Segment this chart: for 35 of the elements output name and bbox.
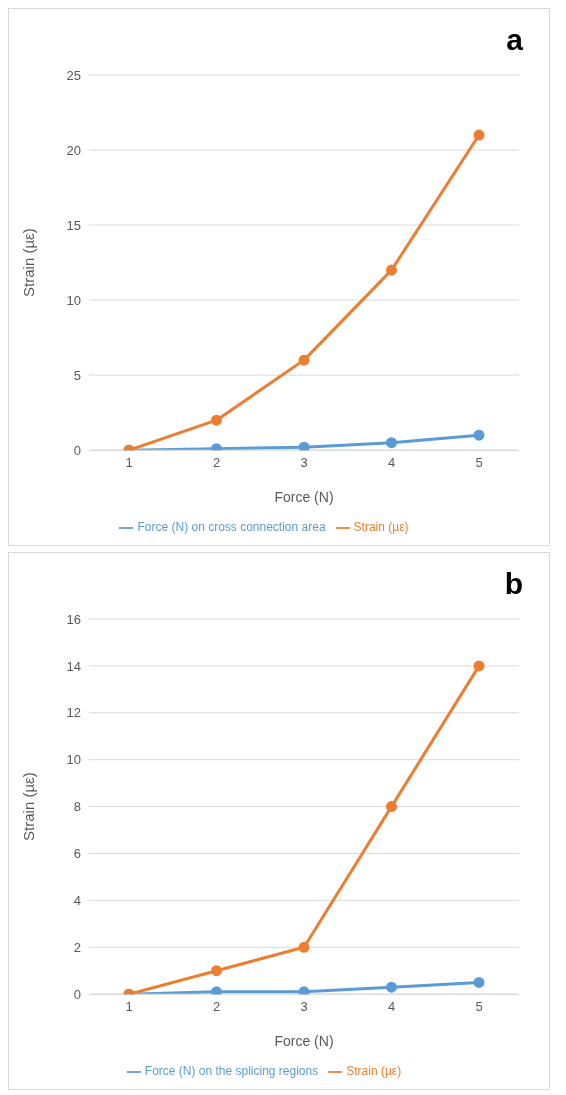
x-tick-label: 4 — [387, 455, 396, 471]
legend-label: Force (N) on the splicing regions — [144, 1064, 319, 1079]
legend-label: Strain (µε) — [346, 1064, 402, 1079]
x-tick-label: 3 — [300, 999, 308, 1015]
chart-title: a — [505, 22, 524, 58]
x-tick-label: 1 — [125, 999, 133, 1015]
legend-label: Strain (µε) — [353, 520, 409, 535]
x-tick-label: 4 — [387, 999, 396, 1015]
y-tick-label: 12 — [66, 705, 81, 721]
y-axis-title: Strain (µε) — [20, 228, 38, 297]
x-axis-title: Force (N) — [274, 1033, 334, 1050]
y-tick-label: 20 — [66, 142, 81, 158]
y-tick-label: 8 — [73, 799, 81, 815]
legend-label: Force (N) on cross connection area — [137, 520, 326, 535]
y-tick-label: 6 — [73, 846, 81, 862]
y-axis-title: Strain (µε) — [20, 772, 38, 841]
y-tick-label: 15 — [66, 217, 81, 233]
x-tick-label: 3 — [300, 455, 308, 471]
y-tick-label: 0 — [73, 986, 81, 1002]
chart-title: b — [503, 566, 524, 602]
x-tick-label: 5 — [475, 999, 483, 1015]
x-axis-title: Force (N) — [274, 489, 334, 506]
x-tick-label: 5 — [475, 455, 483, 471]
y-tick-label: 10 — [66, 752, 81, 768]
x-tick-label: 2 — [212, 455, 221, 471]
y-tick-label: 10 — [66, 292, 81, 308]
y-tick-label: 5 — [73, 367, 81, 383]
x-tick-label: 1 — [125, 455, 133, 471]
y-tick-label: 0 — [73, 442, 81, 458]
y-tick-label: 14 — [66, 658, 81, 674]
y-tick-label: 25 — [66, 67, 81, 83]
x-tick-label: 2 — [212, 999, 221, 1015]
y-tick-label: 16 — [66, 611, 81, 627]
y-tick-label: 4 — [73, 892, 81, 908]
y-tick-label: 2 — [73, 939, 81, 955]
